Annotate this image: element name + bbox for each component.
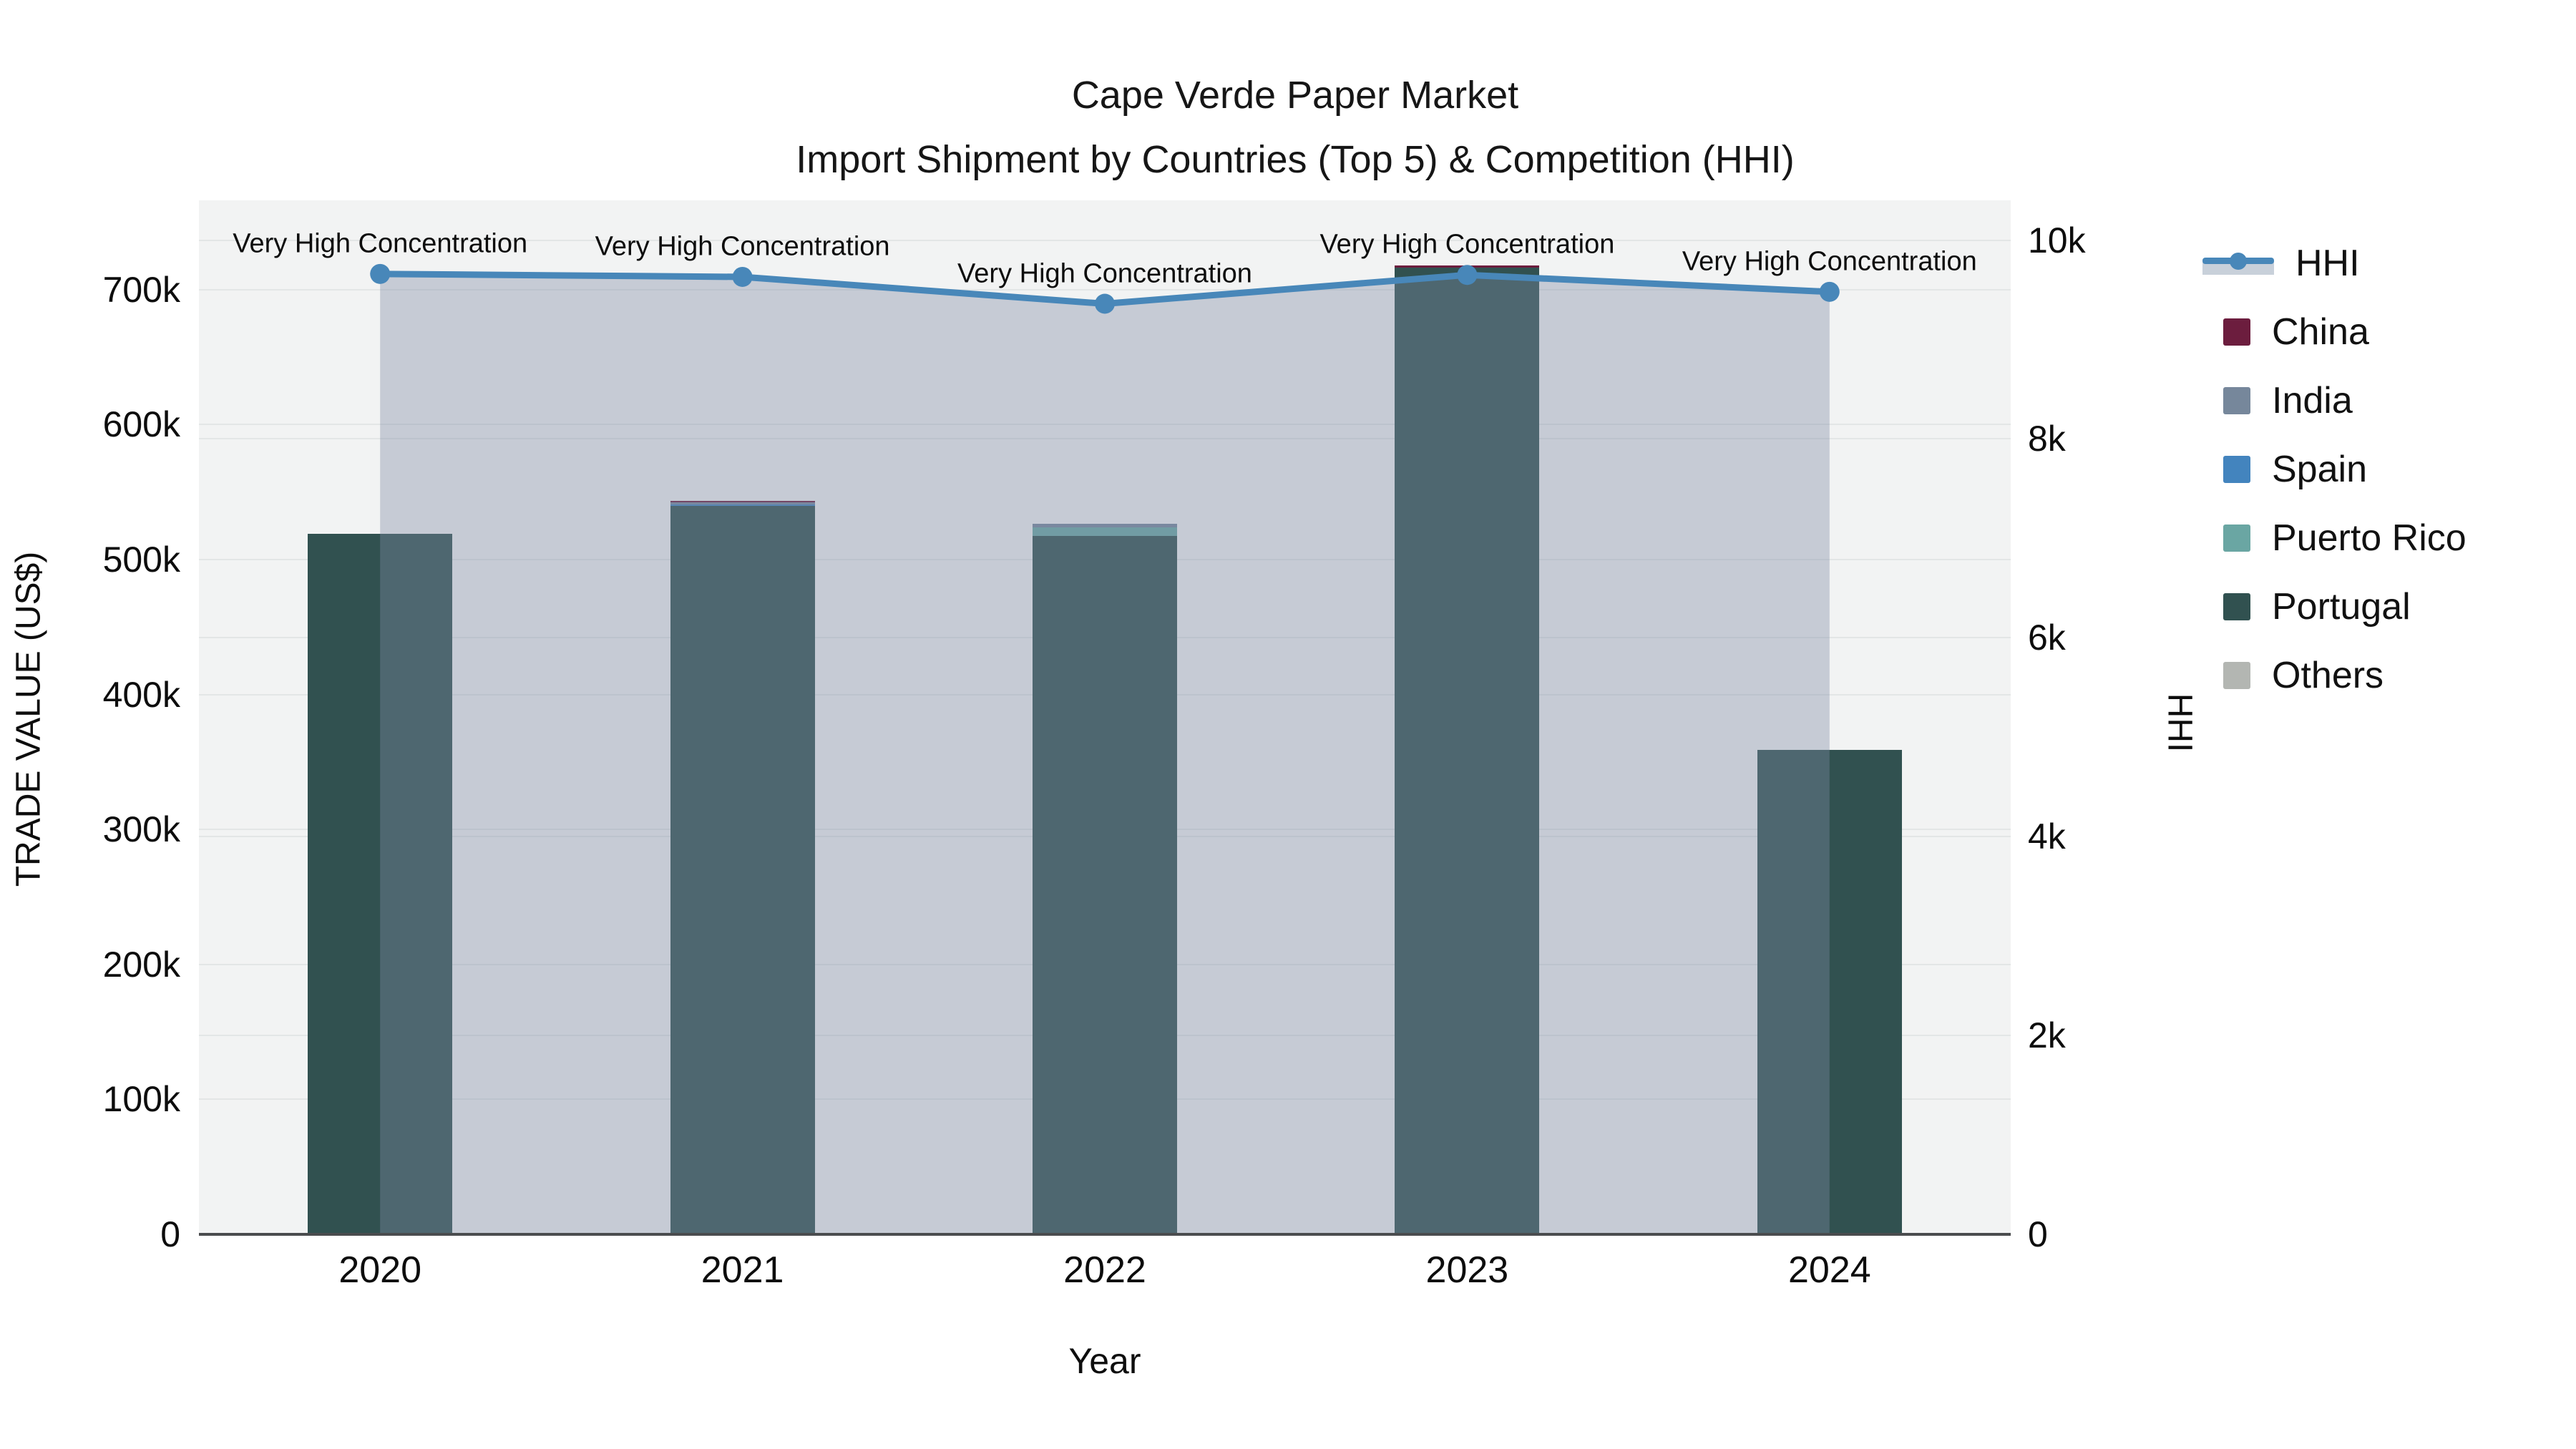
legend-item-hhi[interactable]: HHI <box>2202 242 2360 285</box>
annotation-2020: Very High Concentration <box>233 228 528 259</box>
spain-swatch <box>2223 456 2250 483</box>
left-tick-label: 400k <box>102 674 180 715</box>
legend-item-india[interactable]: India <box>2223 379 2353 422</box>
x-tick-label-2021: 2021 <box>701 1249 784 1291</box>
x-tick-label-2022: 2022 <box>1063 1249 1146 1291</box>
bar-2021-spain <box>670 504 815 506</box>
legend-label: Spain <box>2272 449 2367 490</box>
china-swatch <box>2223 318 2250 346</box>
bar-2022-india <box>1033 523 1177 527</box>
gridline-left <box>199 288 2011 291</box>
right-tick-label: 10k <box>2028 220 2086 260</box>
hhi-marker-swatch <box>2230 253 2247 270</box>
bar-2023-portugal <box>1395 267 1540 1234</box>
left-tick-label: 100k <box>102 1079 180 1120</box>
legend-label: Others <box>2272 655 2384 696</box>
legend-item-others[interactable]: Others <box>2223 654 2384 697</box>
gridline-right <box>199 239 2011 241</box>
left-tick-label: 700k <box>102 269 180 310</box>
x-tick-label-2023: 2023 <box>1425 1249 1509 1291</box>
x-tick-label-2024: 2024 <box>1787 1249 1871 1291</box>
annotation-2022: Very High Concentration <box>957 258 1252 288</box>
gridline-right <box>199 438 2011 440</box>
bar-2024-portugal <box>1757 749 1902 1234</box>
hhi-marker-2020 <box>370 263 391 284</box>
puerto-rico-swatch <box>2223 525 2250 552</box>
chart-title: Cape Verde Paper Market Import Shipment … <box>0 63 2576 192</box>
legend-label: Puerto Rico <box>2272 517 2467 559</box>
chart-title-line2: Import Shipment by Countries (Top 5) & C… <box>796 138 1795 181</box>
bar-2021-portugal <box>670 505 815 1234</box>
right-tick-label: 6k <box>2028 618 2066 658</box>
bar-2021-china <box>670 500 815 503</box>
legend-item-china[interactable]: China <box>2223 311 2369 353</box>
x-axis-line <box>199 1233 2011 1236</box>
legend-item-puerto-rico[interactable]: Puerto Rico <box>2223 517 2467 560</box>
hhi-marker-2023 <box>1457 265 1478 286</box>
chart-title-line1: Cape Verde Paper Market <box>1071 74 1519 117</box>
bar-2022-portugal <box>1033 536 1177 1234</box>
right-tick-label: 8k <box>2028 419 2066 459</box>
left-tick-label: 200k <box>102 944 180 985</box>
annotation-2021: Very High Concentration <box>595 231 890 262</box>
x-tick-label-2020: 2020 <box>338 1249 422 1291</box>
right-tick-label: 2k <box>2028 1015 2066 1056</box>
right-tick-label: 4k <box>2028 816 2066 857</box>
hhi-marker-2022 <box>1095 293 1115 314</box>
legend-label: India <box>2272 380 2353 421</box>
left-tick-label: 600k <box>102 404 180 445</box>
legend-item-portugal[interactable]: Portugal <box>2223 585 2411 628</box>
india-swatch <box>2223 387 2250 414</box>
hhi-area-line <box>370 263 1840 1234</box>
hhi-area-fill <box>380 273 1830 1234</box>
bar-2022-puerto-rico <box>1033 527 1177 537</box>
legend-item-spain[interactable]: Spain <box>2223 448 2367 491</box>
hhi-marker-2024 <box>1819 281 1840 302</box>
hhi-legend-swatch <box>2202 248 2274 279</box>
annotation-2024: Very High Concentration <box>1682 246 1977 277</box>
right-tick-label: 0 <box>2028 1214 2048 1254</box>
legend-label: China <box>2272 311 2369 353</box>
legend-label: HHI <box>2296 243 2360 284</box>
left-axis-title: TRADE VALUE (US$) <box>9 551 48 887</box>
left-tick-label: 500k <box>102 540 180 580</box>
others-swatch <box>2223 662 2250 689</box>
hhi-marker-2021 <box>732 266 753 287</box>
annotation-2023: Very High Concentration <box>1319 229 1615 260</box>
x-axis-title: Year <box>1068 1341 1141 1381</box>
legend-label: Portugal <box>2272 586 2411 628</box>
left-tick-label: 300k <box>102 809 180 850</box>
bar-2020-portugal <box>308 534 453 1234</box>
bar-2021-india <box>670 502 815 505</box>
gridline-left <box>199 424 2011 426</box>
portugal-swatch <box>2223 593 2250 620</box>
left-tick-label: 0 <box>160 1214 180 1254</box>
right-axis-title: HHI <box>2160 693 2199 753</box>
